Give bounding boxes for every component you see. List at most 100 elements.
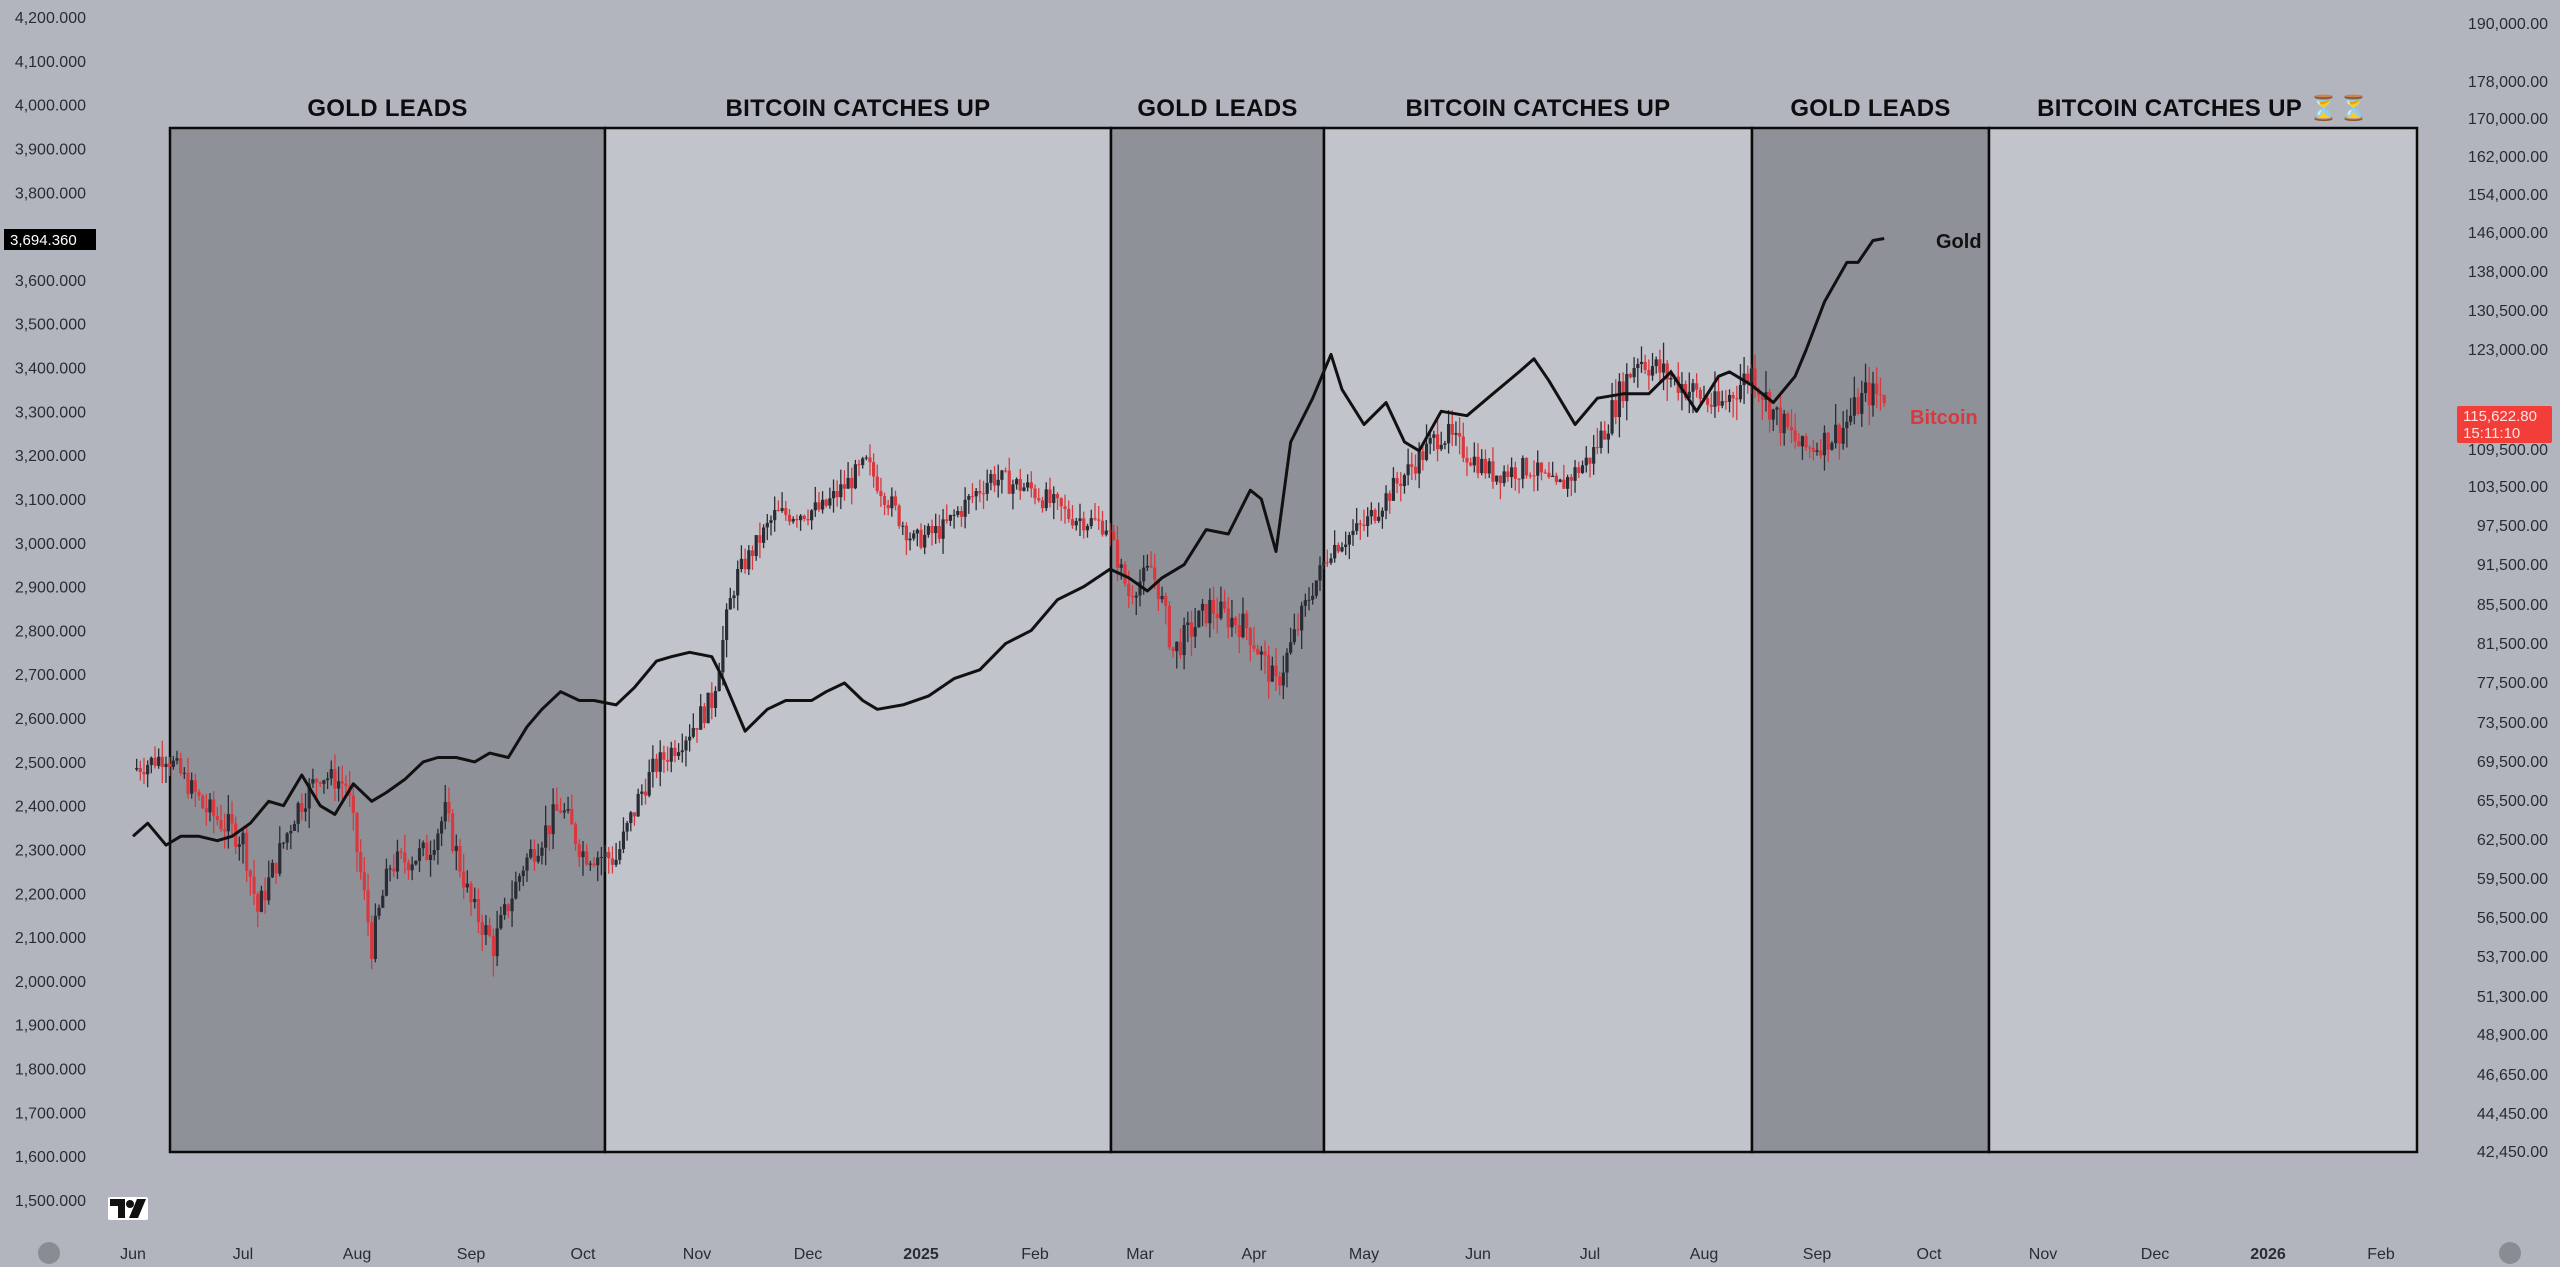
region-box-4 bbox=[1322, 126, 1754, 1154]
time-axis-tick: Nov bbox=[683, 1246, 711, 1263]
btc-axis-tick: 91,500.00 bbox=[2477, 557, 2548, 574]
btc-axis-tick: 97,500.00 bbox=[2477, 518, 2548, 535]
btc-axis-tick: 51,300.00 bbox=[2477, 989, 2548, 1006]
gold-axis-tick: 2,300.000 bbox=[15, 842, 86, 859]
bitcoin-price-tag: 115,622.80 15:11:10 bbox=[2457, 406, 2552, 443]
time-axis-tick: Sep bbox=[1803, 1246, 1832, 1263]
gold-axis-tick: 1,700.000 bbox=[15, 1105, 86, 1122]
gold-line bbox=[132, 237, 1885, 847]
scroll-right-button-icon[interactable] bbox=[2499, 1242, 2521, 1264]
btc-axis-tick: 109,500.00 bbox=[2468, 442, 2548, 459]
btc-axis-tick: 69,500.00 bbox=[2477, 754, 2548, 771]
time-axis-tick: Nov bbox=[2029, 1246, 2057, 1263]
time-axis-tick: Jun bbox=[120, 1246, 146, 1263]
bitcoin-series-label: Bitcoin bbox=[1910, 407, 1978, 429]
region-titles: GOLD LEADS BITCOIN CATCHES UP GOLD LEADS BI… bbox=[307, 94, 2369, 122]
gold-axis-tick: 2,100.000 bbox=[15, 930, 86, 947]
gold-price-tag: 3,694.360 bbox=[4, 229, 96, 250]
btc-axis-tick: 48,900.00 bbox=[2477, 1027, 2548, 1044]
btc-axis-tick: 77,500.00 bbox=[2477, 675, 2548, 692]
gold-axis-tick: 2,500.000 bbox=[15, 755, 86, 772]
btc-axis-tick: 170,000.00 bbox=[2468, 111, 2548, 128]
region-title-5: GOLD LEADS bbox=[1790, 95, 1950, 122]
gold-axis-tick: 3,900.000 bbox=[15, 141, 86, 158]
region-box-2 bbox=[603, 126, 1113, 1154]
time-axis-tick: Sep bbox=[457, 1246, 486, 1263]
time-axis-tick: Feb bbox=[2367, 1246, 2395, 1263]
gold-line-series bbox=[132, 237, 1885, 847]
region-title-4: BITCOIN CATCHES UP bbox=[1406, 95, 1671, 122]
gold-axis-tick: 2,200.000 bbox=[15, 886, 86, 903]
time-axis-tick: 2025 bbox=[903, 1246, 939, 1263]
gold-series-label: Gold bbox=[1936, 231, 1982, 253]
btc-axis-tick: 103,500.00 bbox=[2468, 479, 2548, 496]
time-axis-tick: May bbox=[1349, 1246, 1379, 1263]
svg-text:115,622.80: 115,622.80 bbox=[2463, 408, 2537, 425]
gold-axis-tick: 3,400.000 bbox=[15, 361, 86, 378]
btc-axis-tick: 154,000.00 bbox=[2468, 187, 2548, 204]
time-axis-tick: 2026 bbox=[2250, 1246, 2286, 1263]
btc-axis-tick: 56,500.00 bbox=[2477, 910, 2548, 927]
gold-axis-tick: 4,000.000 bbox=[15, 98, 86, 115]
btc-axis-tick: 44,450.00 bbox=[2477, 1106, 2548, 1123]
left-price-axis-gold[interactable]: 4,200.000 4,100.000 4,000.000 3,900.000 3,80… bbox=[15, 10, 86, 1210]
svg-text:15:11:10: 15:11:10 bbox=[2463, 425, 2520, 442]
btc-axis-tick: 73,500.00 bbox=[2477, 715, 2548, 732]
btc-axis-tick: 46,650.00 bbox=[2477, 1067, 2548, 1084]
gold-axis-tick: 3,800.000 bbox=[15, 185, 86, 202]
gold-axis-tick: 3,100.000 bbox=[15, 492, 86, 509]
gold-axis-tick: 2,900.000 bbox=[15, 580, 86, 597]
gold-axis-tick: 1,900.000 bbox=[15, 1018, 86, 1035]
region-title-1: GOLD LEADS bbox=[307, 95, 467, 122]
btc-axis-tick: 146,000.00 bbox=[2468, 225, 2548, 242]
region-title-3: GOLD LEADS bbox=[1137, 95, 1297, 122]
gold-axis-tick: 1,500.000 bbox=[15, 1193, 86, 1210]
time-axis-tick: Aug bbox=[1690, 1246, 1718, 1263]
btc-axis-tick: 190,000.00 bbox=[2468, 16, 2548, 33]
region-title-2: BITCOIN CATCHES UP bbox=[726, 95, 991, 122]
gold-axis-tick: 2,000.000 bbox=[15, 974, 86, 991]
gold-axis-tick: 3,000.000 bbox=[15, 536, 86, 553]
gold-axis-tick: 3,200.000 bbox=[15, 448, 86, 465]
gold-axis-tick: 1,600.000 bbox=[15, 1149, 86, 1166]
gold-axis-tick: 3,300.000 bbox=[15, 404, 86, 421]
time-axis-tick: Mar bbox=[1126, 1246, 1154, 1263]
gold-axis-tick: 2,600.000 bbox=[15, 711, 86, 728]
region-title-6: BITCOIN CATCHES UP ⏳⏳ bbox=[2037, 94, 2369, 122]
btc-axis-tick: 53,700.00 bbox=[2477, 949, 2548, 966]
time-axis[interactable]: Jun Jul Aug Sep Oct Nov Dec 2025 Feb Mar Apr May Jun… bbox=[120, 1246, 2395, 1263]
gold-axis-tick: 1,800.000 bbox=[15, 1062, 86, 1079]
btc-axis-tick: 178,000.00 bbox=[2468, 74, 2548, 91]
btc-axis-tick: 162,000.00 bbox=[2468, 149, 2548, 166]
btc-axis-tick: 85,500.00 bbox=[2477, 597, 2548, 614]
region-box-3 bbox=[1109, 126, 1326, 1154]
highlight-regions bbox=[168, 126, 2419, 1154]
time-axis-tick: Apr bbox=[1242, 1246, 1268, 1263]
bitcoin-candlestick-series bbox=[135, 342, 1886, 977]
time-axis-tick: Feb bbox=[1021, 1246, 1049, 1263]
region-box-1 bbox=[168, 126, 607, 1154]
scroll-left-button-icon[interactable] bbox=[38, 1242, 60, 1264]
gold-axis-tick: 4,100.000 bbox=[15, 54, 86, 71]
btc-axis-tick: 130,500.00 bbox=[2468, 303, 2548, 320]
btc-axis-tick: 138,000.00 bbox=[2468, 264, 2548, 281]
time-axis-tick: Oct bbox=[571, 1246, 596, 1263]
time-axis-tick: Oct bbox=[1917, 1246, 1942, 1263]
gold-axis-tick: 2,800.000 bbox=[15, 623, 86, 640]
region-box-6 bbox=[1987, 126, 2419, 1154]
btc-axis-tick: 123,000.00 bbox=[2468, 342, 2548, 359]
btc-axis-tick: 42,450.00 bbox=[2477, 1144, 2548, 1161]
time-axis-tick: Jul bbox=[233, 1246, 253, 1263]
time-axis-tick: Dec bbox=[794, 1246, 822, 1263]
time-axis-tick: Jun bbox=[1465, 1246, 1491, 1263]
time-axis-tick: Jul bbox=[1580, 1246, 1600, 1263]
tradingview-logo-icon[interactable] bbox=[108, 1197, 148, 1220]
gold-axis-tick: 3,500.000 bbox=[15, 317, 86, 334]
btc-axis-tick: 62,500.00 bbox=[2477, 832, 2548, 849]
btc-axis-tick: 65,500.00 bbox=[2477, 793, 2548, 810]
time-axis-tick: Dec bbox=[2141, 1246, 2169, 1263]
btc-axis-tick: 81,500.00 bbox=[2477, 636, 2548, 653]
btc-axis-tick: 59,500.00 bbox=[2477, 871, 2548, 888]
right-price-axis-bitcoin[interactable]: 190,000.00 178,000.00 170,000.00 162,000.00… bbox=[2468, 16, 2548, 1161]
